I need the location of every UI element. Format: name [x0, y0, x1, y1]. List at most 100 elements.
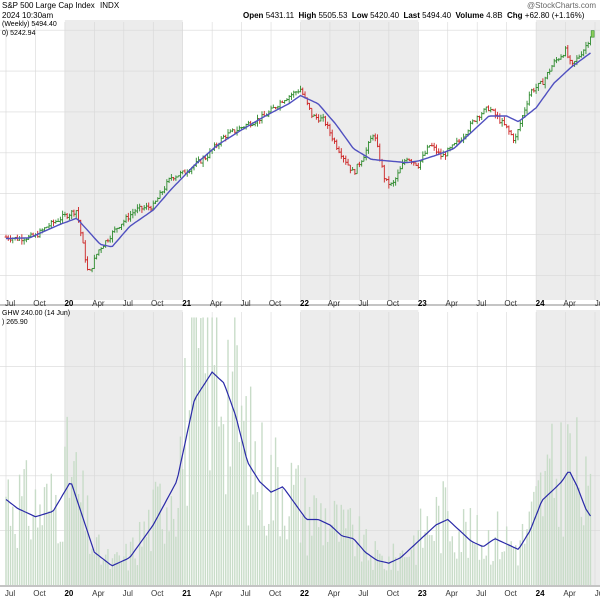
- volume-bar-83: [193, 317, 195, 585]
- volume-bar-108: [249, 386, 252, 585]
- high-label: High: [298, 11, 317, 20]
- x-axis-labels-bottom: Jul Oct 20 Apr Jul Oct 21 Apr Jul Oct 22 Apr Jul Oct 2…: [5, 589, 600, 598]
- volume-bar-9: [25, 460, 28, 585]
- volume-bar-227: [519, 540, 521, 585]
- price-legend-2: 0) 5242.94: [2, 30, 36, 37]
- volume-bar-110: [254, 441, 256, 585]
- volume-bar-57: [134, 558, 136, 585]
- low-value: 5420.40: [370, 11, 400, 20]
- volume-bar-133: [306, 555, 308, 585]
- volume-bar-127: [293, 484, 295, 585]
- last-price-bar: [590, 30, 595, 38]
- volume-bar-176: [404, 557, 406, 585]
- volume-bar-84: [195, 317, 197, 585]
- volume-bar-251: [573, 483, 576, 585]
- volume-bar-51: [120, 562, 123, 585]
- x-tick-label-bottom-19: Apr: [563, 589, 576, 598]
- volume-bar-191: [437, 505, 440, 585]
- volume-bar-258: [589, 473, 592, 585]
- volume-bar-207: [474, 544, 476, 585]
- volume-bar-1: [7, 479, 9, 585]
- volume-bar-67: [157, 486, 159, 585]
- quote-row: Open 5431.11 High 5505.53 Low 5420.40 La…: [243, 11, 584, 20]
- volume-bar-181: [415, 564, 417, 585]
- volume-bar-35: [84, 531, 86, 585]
- volume-bar-135: [311, 535, 313, 585]
- volume-bar-14: [37, 527, 39, 585]
- volume-bar-248: [567, 424, 569, 585]
- volume-bar-78: [182, 469, 184, 585]
- x-tick-label-bottom-6: 21: [182, 589, 191, 598]
- volume-bar-64: [150, 551, 152, 585]
- volume-bar-27: [66, 416, 68, 585]
- volume-bar-210: [481, 544, 483, 585]
- volume-bar-97: [225, 494, 227, 585]
- x-tick-label-top-18: 24: [536, 299, 545, 308]
- volume-bar-209: [478, 559, 481, 585]
- volume-bar-169: [388, 556, 390, 585]
- x-tick-label-bottom-1: Oct: [33, 589, 46, 598]
- x-tick-label-bottom-20: Ju: [595, 589, 600, 598]
- volume-bar-105: [243, 420, 245, 585]
- volume-bar-221: [505, 526, 508, 585]
- volume-bar-234: [535, 486, 537, 585]
- volume-bar-22: [55, 494, 57, 585]
- volume-bar-72: [168, 531, 170, 585]
- volume-bar-60: [141, 546, 143, 585]
- price-legend-1: (Weekly) 5494.40: [2, 21, 57, 28]
- volume-bar-134: [308, 506, 311, 585]
- volume-bar-18: [46, 483, 48, 585]
- volume-bar-192: [440, 553, 442, 585]
- volume-bar-150: [345, 528, 347, 585]
- x-tick-label-top-15: Apr: [446, 299, 459, 308]
- price-ma-path: [6, 52, 591, 248]
- volume-bar-226: [517, 565, 519, 585]
- volume-bar-70: [163, 543, 166, 585]
- volume-bar-100: [231, 371, 234, 585]
- volume-bar-252: [576, 417, 578, 585]
- x-tick-label-top-1: Oct: [33, 299, 46, 308]
- volume-bar-10: [27, 525, 30, 585]
- volume-bar-75: [175, 536, 177, 585]
- volume-bar-219: [501, 551, 503, 585]
- volume-bar-171: [392, 543, 395, 585]
- x-tick-label-bottom-15: Apr: [446, 589, 459, 598]
- volume-bar-247: [564, 473, 567, 585]
- volume-bar-117: [270, 454, 272, 585]
- volume-bar-145: [333, 500, 336, 585]
- volume-bar-109: [252, 494, 254, 585]
- last-price-marker: [590, 30, 595, 38]
- volume-bar-29: [70, 476, 73, 585]
- volume-bar-77: [179, 436, 182, 585]
- volume-bar-90: [209, 470, 211, 585]
- volume-bar-111: [256, 491, 259, 585]
- volume-ma-path: [5, 371, 592, 567]
- volume-bar-149: [342, 509, 345, 585]
- volume-bar-157: [360, 561, 363, 585]
- volume-bar-86: [200, 318, 202, 585]
- volume-bar-163: [374, 541, 376, 585]
- x-tick-label-top-19: Apr: [563, 299, 576, 308]
- volume-bar-11: [30, 539, 32, 585]
- volume-bar-65: [152, 489, 154, 585]
- volume-bar-17: [43, 487, 46, 585]
- x-tick-label-top-0: Jul: [5, 299, 15, 308]
- volume-bar-148: [340, 504, 342, 585]
- volume-bar-7: [21, 496, 23, 585]
- volume-bar-190: [435, 496, 438, 585]
- volume-bar-30: [73, 461, 75, 585]
- volume-bar-62: [145, 537, 148, 585]
- volume-bar-20: [50, 473, 53, 585]
- volume-bar-55: [129, 541, 132, 585]
- volume-bar-3: [12, 506, 14, 585]
- x-tick-label-bottom-2: 20: [64, 589, 73, 598]
- volume-bar-5: [16, 547, 19, 585]
- volume-bar-224: [512, 546, 515, 585]
- volume-bar-161: [370, 556, 372, 585]
- volume-bar-54: [127, 570, 130, 585]
- volume-bar-2: [9, 525, 12, 585]
- volume-bar-199: [456, 558, 458, 585]
- volume-bar-220: [503, 551, 506, 585]
- volume-bar-116: [268, 523, 270, 585]
- volume-bar-175: [401, 550, 404, 585]
